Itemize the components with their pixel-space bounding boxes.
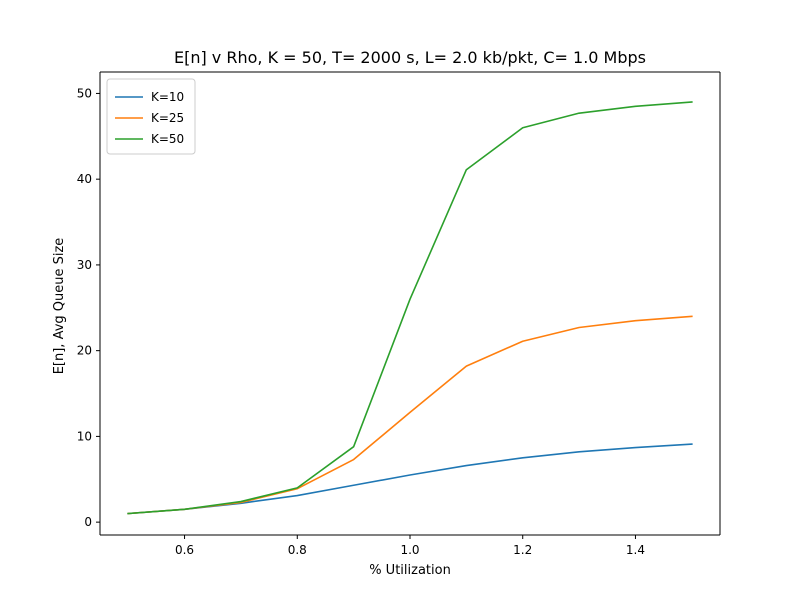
x-tick-label: 1.2 (513, 543, 532, 557)
legend-label-1: K=10 (151, 90, 184, 104)
legend-label-2: K=25 (151, 111, 184, 125)
y-tick-label: 50 (77, 86, 92, 100)
y-tick-label: 20 (77, 344, 92, 358)
x-tick-label: 0.8 (288, 543, 307, 557)
y-tick-label: 40 (77, 172, 92, 186)
x-tick-label: 1.0 (400, 543, 419, 557)
chart-title: E[n] v Rho, K = 50, T= 2000 s, L= 2.0 kb… (174, 48, 646, 67)
x-tick-label: 1.4 (626, 543, 645, 557)
y-tick-label: 10 (77, 429, 92, 443)
x-axis-label: % Utilization (369, 563, 451, 578)
y-tick-label: 0 (84, 515, 92, 529)
x-tick-label: 0.6 (175, 543, 194, 557)
y-tick-label: 30 (77, 258, 92, 272)
series-line-3 (127, 101, 693, 515)
y-axis-label: E[n], Avg Queue Size (52, 238, 67, 375)
legend-label-3: K=50 (151, 132, 184, 146)
plot-area: 0.6 0.8 1.0 1.2 1.4 0 10 20 30 40 50 K=10 K=25 K=50 (77, 71, 721, 557)
